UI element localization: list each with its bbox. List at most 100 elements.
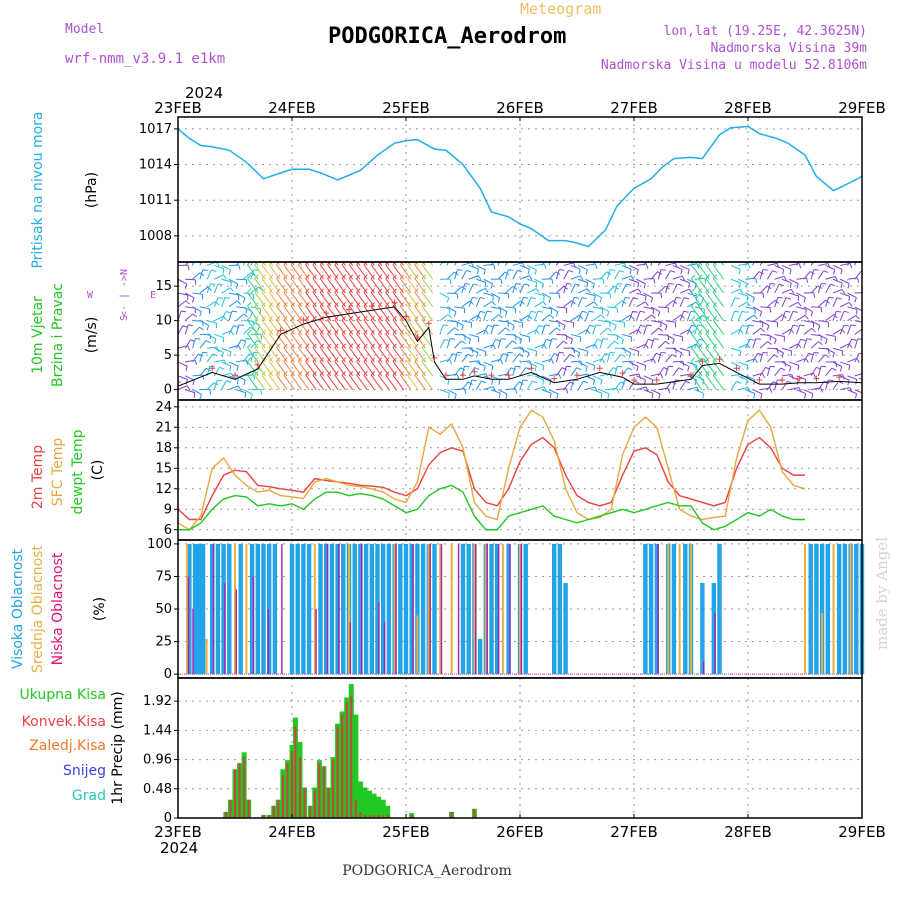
- wind-barb-flag: [341, 288, 346, 293]
- wind-barb-flag: [212, 353, 218, 357]
- wind-barb: [614, 270, 620, 280]
- wind-barb: [192, 353, 199, 363]
- wind-barb-flag: [589, 324, 595, 328]
- wind-barb-flag: [385, 274, 390, 279]
- wind-barb: [745, 389, 755, 394]
- wind-barb-flag: [530, 297, 537, 300]
- date-label-bottom: 27FEB: [610, 823, 657, 841]
- high-cloud-bar: [192, 543, 198, 675]
- date-label-bottom: 29FEB: [838, 823, 885, 841]
- compass: N<- | ->W ES: [87, 269, 156, 321]
- y-tick-label-wind: 10: [155, 314, 172, 329]
- wind-barb-flag: [774, 299, 780, 304]
- wind-barb-flag: [256, 257, 261, 259]
- wind-barb-flag: [261, 288, 266, 293]
- mid-cloud-bar: [821, 612, 824, 675]
- wind-barb: [585, 343, 595, 349]
- wind-barb: [810, 352, 815, 363]
- wind-barb: [694, 324, 699, 335]
- wind-barb-flag: [327, 247, 330, 251]
- wind-barb: [650, 353, 657, 363]
- wind-barb: [447, 292, 458, 295]
- wind-unit: (m/s): [84, 317, 100, 354]
- wind-barb: [774, 333, 785, 337]
- lonlat-info: lon,lat (19.25E, 42.3625N): [664, 24, 868, 39]
- wind-barb-flag: [606, 311, 610, 317]
- wind-barb-flag: [327, 274, 332, 279]
- wind-barb: [810, 269, 815, 280]
- wind-barb: [672, 264, 683, 270]
- wind-barb: [468, 379, 473, 390]
- wind-barb: [421, 374, 434, 390]
- wind-barb: [497, 271, 506, 280]
- wind-barb-flag: [820, 307, 823, 313]
- wind-barb-flag: [820, 365, 827, 368]
- wind-barb: [861, 389, 862, 390]
- wind-barb: [672, 360, 683, 363]
- date-label-bottom: 23FEB: [154, 823, 201, 841]
- wind-barb-flag: [284, 247, 287, 251]
- wind-barb: [796, 338, 802, 349]
- wind-barb-flag: [356, 274, 361, 279]
- wind-barb-flag: [473, 283, 479, 286]
- wind-barb: [861, 292, 862, 294]
- wind-barb-flag: [759, 311, 763, 317]
- wind-barb: [184, 324, 189, 335]
- wind-barb: [745, 292, 755, 299]
- wind-barb-flag: [702, 314, 707, 320]
- wind-barb: [555, 262, 560, 266]
- wind-barb-flag: [290, 343, 295, 348]
- wind-barb: [767, 381, 774, 390]
- wind-barb: [825, 367, 833, 377]
- wind-barb: [861, 320, 862, 322]
- wind-barb: [468, 347, 479, 354]
- wind-barb: [497, 306, 508, 313]
- wind-barb: [585, 325, 590, 335]
- wind-barb: [803, 389, 814, 395]
- wind-barb-flag: [392, 274, 397, 279]
- wind-barb-flag: [600, 379, 603, 385]
- wind-barb-flag: [610, 351, 616, 354]
- wind-barb-flag: [298, 371, 303, 376]
- mid-cloud-bar: [519, 543, 521, 675]
- wind-barb: [738, 361, 748, 366]
- wind-barb-flag: [276, 302, 281, 307]
- wind-barb-flag: [648, 338, 654, 342]
- wind-barb: [519, 264, 530, 270]
- wind-barb: [781, 347, 792, 352]
- wind-barb: [461, 320, 472, 324]
- year-top: 2024: [185, 84, 223, 102]
- wind-barb-flag: [607, 393, 610, 399]
- wind-barb-flag: [766, 325, 770, 331]
- wind-barb-flag: [258, 286, 263, 291]
- high-cloud-bar: [261, 543, 266, 675]
- wind-barb-flag: [538, 324, 544, 328]
- wind-barb-flag: [762, 292, 765, 298]
- wind-barb: [847, 375, 857, 380]
- wind-barb: [745, 338, 751, 349]
- date-label-top: 27FEB: [610, 99, 657, 117]
- wind-barb-flag: [498, 314, 503, 319]
- wind-barb-flag: [698, 315, 703, 321]
- wind-barb-flag: [348, 343, 354, 348]
- wind-barb: [250, 269, 255, 280]
- wind-barb: [759, 262, 764, 266]
- wind-barb-flag: [192, 313, 197, 318]
- wind-barb-flag: [524, 283, 530, 286]
- low-cloud-bar: [361, 543, 363, 675]
- wind-barb-flag: [247, 247, 250, 251]
- wind-barb-flag: [830, 283, 836, 287]
- wind-barb: [766, 366, 771, 376]
- wind-barb-flag: [385, 315, 390, 321]
- wind-barb: [490, 262, 495, 266]
- wind-barb-flag: [193, 392, 196, 398]
- wind-label-2: Brzina i Pravac: [50, 283, 66, 387]
- wind-barb-flag: [664, 257, 669, 259]
- mid-cloud-bar: [690, 543, 692, 675]
- wind-barb-flag: [254, 315, 259, 321]
- wind-barb-flag: [668, 282, 674, 285]
- wind-barb: [840, 361, 850, 366]
- wind-barb-flag: [645, 344, 649, 349]
- wind-barb-flag: [472, 296, 478, 299]
- wind-barb-flag: [622, 300, 627, 305]
